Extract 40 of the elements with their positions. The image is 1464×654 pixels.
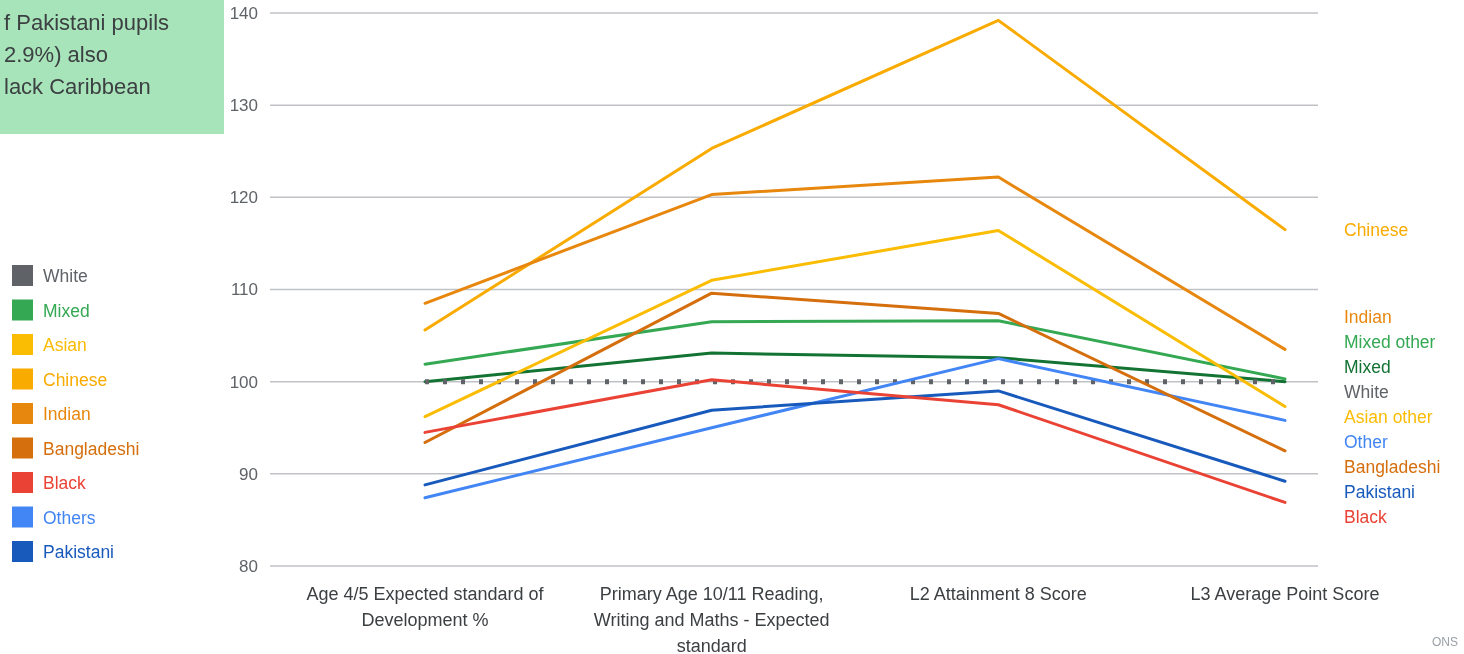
text: Asian other <box>1344 407 1433 428</box>
line-series <box>423 291 1287 453</box>
text: Indian <box>43 404 91 425</box>
y-tick-label: 90 <box>239 464 258 484</box>
y-tick-label: 140 <box>229 3 258 23</box>
line-series <box>423 18 1287 332</box>
line-series <box>423 229 1287 419</box>
x-tick-label: L3 Average Point Score <box>1190 584 1380 604</box>
text: Black <box>43 473 87 494</box>
text: Chinese <box>43 369 108 390</box>
y-tick-label: 100 <box>229 372 258 392</box>
x-tick-label: Primary Age 10/11 Reading, Writing and Maths - Expected standard <box>593 584 830 654</box>
text: Chinese <box>1344 219 1409 240</box>
text: Bangladeshi <box>43 438 140 459</box>
text: White <box>1344 382 1389 403</box>
text: Bangladeshi <box>1344 457 1441 478</box>
text: Others <box>43 507 96 528</box>
y-tick-label: 80 <box>239 556 258 576</box>
text: Indian <box>1344 307 1392 328</box>
line-series <box>423 389 1287 487</box>
text: ONS <box>1431 635 1458 649</box>
text: f Pakistani pupils 2.9%) also lack Caribbean <box>4 10 170 99</box>
text: Black <box>1344 507 1388 528</box>
x-tick-label: Age 4/5 Expected standard of Development % <box>306 584 545 630</box>
line-series <box>423 175 1287 351</box>
text: Asian <box>43 335 87 356</box>
y-tick-label: 120 <box>229 188 258 208</box>
y-tick-label: 110 <box>230 280 258 300</box>
line-series <box>423 357 1287 500</box>
text: Mixed <box>1344 357 1391 378</box>
x-tick-label: L2 Attainment 8 Score <box>909 584 1087 604</box>
text: Pakistani <box>1344 482 1416 503</box>
text: White <box>43 266 88 287</box>
line-series <box>423 378 1287 504</box>
text: Other <box>1344 432 1388 453</box>
line-series <box>423 319 1287 381</box>
text: Pakistani <box>43 542 115 563</box>
text: Mixed <box>43 300 90 321</box>
y-tick-label: 130 <box>229 96 258 116</box>
text: Mixed other <box>1344 332 1436 353</box>
